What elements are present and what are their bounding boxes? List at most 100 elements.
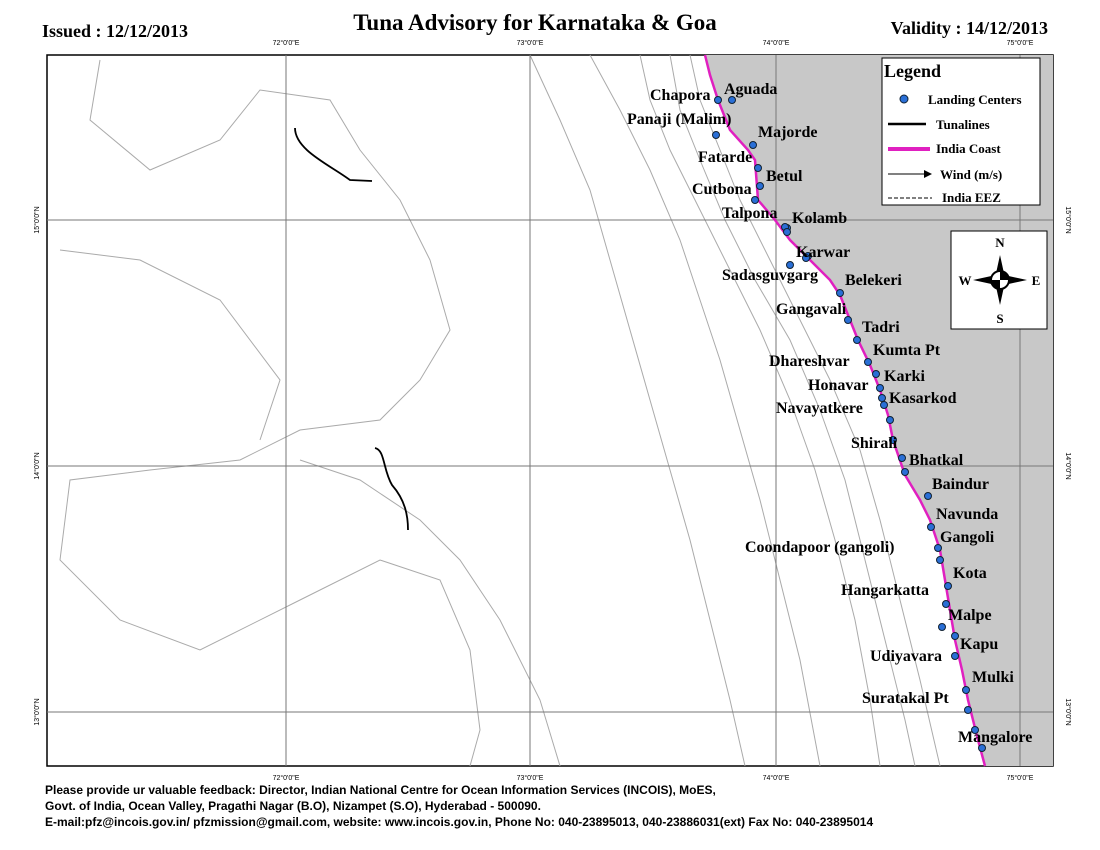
place-label: Cutbona: [692, 181, 752, 198]
place-label: Gangoli: [940, 529, 995, 546]
tunaline: [294, 127, 373, 182]
lon-label: 73°0'0"E: [517, 39, 544, 47]
place-label: Hangarkatta: [841, 582, 929, 599]
place-label: Mulki: [972, 669, 1014, 686]
landing-center: [951, 632, 959, 640]
lon-label: 72°0'0"E: [273, 39, 300, 47]
landing-center: [880, 401, 888, 409]
place-label: Gangavali: [776, 301, 847, 318]
place-label: Mangalore: [958, 729, 1032, 746]
issued-date: Issued : 12/12/2013: [42, 21, 188, 41]
title: Tuna Advisory for Karnataka & Goa: [353, 10, 717, 35]
lat-label: 13°0'0"N: [33, 698, 41, 725]
compass-e: E: [1032, 273, 1041, 288]
landing-center: [864, 358, 872, 366]
legend-item: India Coast: [936, 141, 1001, 156]
lon-label: 75°0'0"E: [1007, 39, 1034, 47]
place-label: Dhareshvar: [769, 353, 850, 370]
compass-w: W: [959, 273, 972, 288]
place-label: Chapora: [650, 87, 710, 104]
landing-center: [712, 131, 720, 139]
landing-center: [756, 182, 764, 190]
compass: N W E S: [950, 230, 1048, 330]
place-label: Baindur: [932, 476, 989, 493]
landing-center: [754, 164, 762, 172]
footer-line: Please provide ur valuable feedback: Dir…: [45, 783, 716, 797]
landing-center: [978, 744, 986, 752]
place-label: Fatarde: [698, 149, 752, 166]
landing-center: [751, 196, 759, 204]
landing-center: [714, 96, 722, 104]
legend-title: Legend: [884, 61, 941, 81]
validity-date: Validity : 14/12/2013: [891, 18, 1048, 38]
compass-s: S: [996, 311, 1003, 326]
place-label: Karwar: [796, 244, 850, 261]
landing-center: [878, 394, 886, 402]
lon-label: 73°0'0"E: [517, 774, 544, 782]
lat-label: 15°0'0"N: [33, 206, 41, 233]
place-label: Belekeri: [845, 272, 902, 289]
lon-label: 75°0'0"E: [1007, 774, 1034, 782]
landing-center: [853, 336, 861, 344]
legend-item: Wind (m/s): [940, 167, 1002, 182]
lon-label: 74°0'0"E: [763, 774, 790, 782]
landing-center: [951, 652, 959, 660]
landing-center: [783, 228, 791, 236]
place-label: Betul: [766, 168, 803, 185]
footer-line: Govt. of India, Ocean Valley, Pragathi N…: [45, 799, 541, 813]
place-label: Coondapoor (gangoli): [745, 539, 895, 556]
landing-center: [836, 289, 844, 297]
lon-label: 74°0'0"E: [763, 39, 790, 47]
landing-center: [786, 261, 794, 269]
place-label: Kota: [953, 565, 987, 582]
lat-label: 15°0'0"N: [1064, 206, 1072, 233]
landing-center: [962, 686, 970, 694]
lat-label: 14°0'0"N: [33, 452, 41, 479]
lon-label: 72°0'0"E: [273, 774, 300, 782]
legend: Legend Landing Centers Tunalines India C…: [881, 57, 1041, 206]
landing-center: [728, 96, 736, 104]
place-label: Kumta Pt: [873, 342, 941, 359]
landing-center: [844, 316, 852, 324]
landing-center: [802, 254, 810, 262]
place-label: Karki: [884, 368, 925, 385]
place-label: Suratakal Pt: [862, 690, 949, 707]
place-label: Navunda: [936, 506, 998, 523]
landing-center: [971, 726, 979, 734]
landing-center: [938, 623, 946, 631]
place-label: Kasarkod: [889, 390, 957, 407]
landing-center: [886, 416, 894, 424]
landing-center: [898, 454, 906, 462]
landing-center: [944, 582, 952, 590]
landing-center: [936, 556, 944, 564]
legend-item: India EEZ: [942, 190, 1001, 205]
landing-center: [889, 436, 897, 444]
place-label: Majorde: [758, 124, 818, 141]
place-label: Udiyavara: [870, 648, 942, 665]
legend-item: Landing Centers: [928, 92, 1022, 107]
landing-center: [942, 600, 950, 608]
landing-center: [924, 492, 932, 500]
landing-center: [901, 468, 909, 476]
compass-n: N: [995, 235, 1005, 250]
landing-center: [872, 370, 880, 378]
bathymetry: [59, 54, 941, 767]
landing-center: [876, 384, 884, 392]
place-label: Tadri: [862, 319, 900, 336]
place-label: Sadasguvgarg: [722, 267, 818, 284]
place-label: Kolamb: [792, 210, 847, 227]
landing-center: [934, 544, 942, 552]
landing-center: [927, 523, 935, 531]
place-label: Bhatkal: [909, 452, 964, 469]
footer-line: E-mail:pfz@incois.gov.in/ pfzmission@gma…: [45, 815, 873, 829]
place-label: Talpona: [722, 205, 777, 222]
place-label: Kapu: [960, 636, 998, 653]
lat-label: 14°0'0"N: [1064, 452, 1072, 479]
landing-center: [964, 706, 972, 714]
place-label: Navayatkere: [776, 400, 863, 417]
place-label: Panaji (Malim): [627, 111, 731, 128]
legend-item: Tunalines: [936, 117, 990, 132]
lat-label: 13°0'0"N: [1064, 698, 1072, 725]
